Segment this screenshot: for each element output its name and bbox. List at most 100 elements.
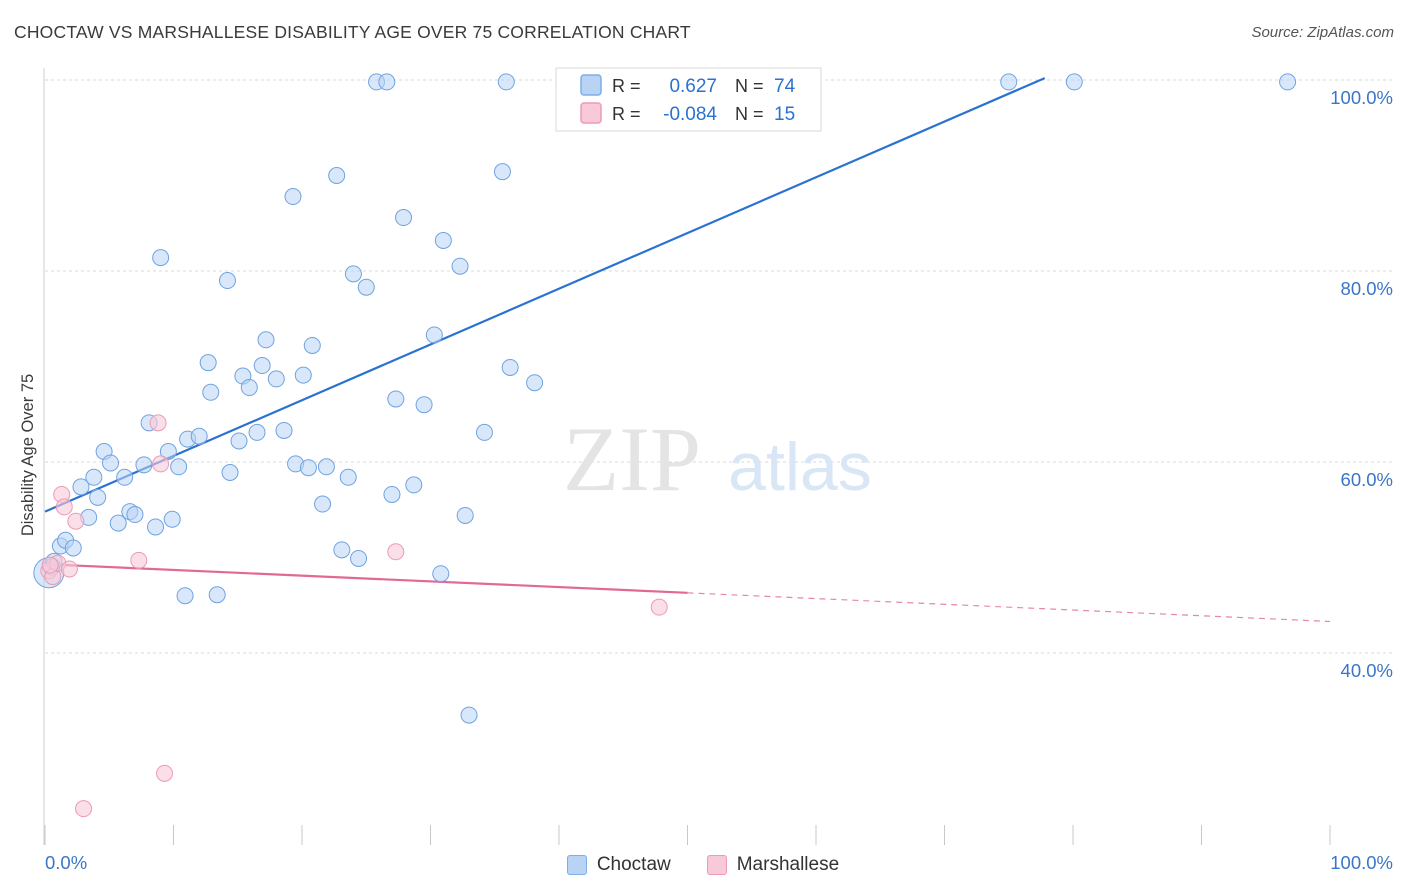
data-point-choctaw <box>303 336 321 354</box>
data-point-choctaw <box>240 379 258 397</box>
data-point-choctaw <box>135 456 153 474</box>
data-point-choctaw <box>383 485 401 503</box>
source-note: Source: ZipAtlas.com <box>1251 24 1394 41</box>
data-point-choctaw <box>526 374 544 392</box>
legend-n-value-marshallese: 15 <box>774 104 795 125</box>
data-point-choctaw <box>357 278 375 296</box>
legend-label-marshallese: Marshallese <box>736 854 840 875</box>
legend-top: R = 0.627 N = 74 R = -0.084 N = 15 <box>555 67 822 132</box>
data-point-choctaw <box>170 458 188 476</box>
legend-swatch-choctaw <box>580 74 602 96</box>
data-point-marshallese <box>55 498 73 516</box>
data-point-marshallese <box>650 598 668 616</box>
data-point-choctaw <box>163 510 181 528</box>
data-point-choctaw <box>415 396 433 414</box>
data-point-choctaw <box>72 478 90 496</box>
data-point-choctaw <box>299 459 317 477</box>
data-point-choctaw <box>317 458 335 476</box>
data-point-choctaw <box>89 488 107 506</box>
legend-r-value-choctaw: 0.627 <box>669 76 717 97</box>
data-point-choctaw <box>152 249 170 267</box>
data-point-choctaw <box>387 390 405 408</box>
data-point-choctaw <box>202 383 220 401</box>
marshallese-points <box>40 414 668 818</box>
data-point-choctaw <box>497 73 515 91</box>
data-point-choctaw <box>275 421 293 439</box>
data-point-choctaw <box>339 468 357 486</box>
data-point-choctaw <box>405 476 423 494</box>
data-point-choctaw <box>176 587 194 605</box>
data-point-choctaw <box>230 432 248 450</box>
data-point-marshallese <box>130 551 148 569</box>
data-point-choctaw <box>333 541 351 559</box>
data-point-choctaw <box>102 454 120 472</box>
legend-r-label-marshallese: R = <box>612 104 641 124</box>
data-point-choctaw <box>1065 73 1083 91</box>
data-point-choctaw <box>284 188 302 206</box>
legend-r-value-marshallese: -0.084 <box>663 104 717 125</box>
y-tick-labels: 40.0% 60.0% 80.0% 100.0% <box>1330 87 1393 681</box>
data-point-marshallese <box>387 543 405 561</box>
legend-item-marshallese: Marshallese <box>706 854 840 876</box>
legend-item-choctaw: Choctaw <box>566 854 671 876</box>
legend-n-label-marshallese: N = <box>735 104 764 124</box>
data-point-choctaw <box>344 265 362 283</box>
data-point-choctaw <box>218 272 236 290</box>
x-tick-label: 100.0% <box>1330 852 1393 873</box>
y-tick-label: 40.0% <box>1341 660 1393 681</box>
data-point-choctaw <box>199 354 217 372</box>
chart-title: CHOCTAW VS MARSHALLESE DISABILITY AGE OV… <box>14 22 691 42</box>
data-point-choctaw <box>460 706 478 724</box>
data-point-choctaw <box>85 468 103 486</box>
x-tick-labels: 0.0% 100.0% <box>45 852 1393 873</box>
legend-n-label-choctaw: N = <box>735 76 764 96</box>
gridlines <box>45 79 1395 654</box>
y-tick-label: 60.0% <box>1341 469 1393 490</box>
legend-swatch-marshallese-bottom <box>706 855 727 875</box>
data-point-choctaw <box>314 495 332 513</box>
data-point-choctaw <box>1279 73 1297 91</box>
data-point-choctaw <box>425 326 443 344</box>
data-point-marshallese <box>152 455 170 473</box>
x-tick-label: 0.0% <box>45 852 87 873</box>
data-point-choctaw <box>456 506 474 524</box>
data-point-marshallese <box>41 556 59 574</box>
data-point-marshallese <box>75 800 93 818</box>
data-point-choctaw <box>432 565 450 583</box>
trend-lines <box>44 77 1331 623</box>
watermark-atlas: atlas <box>728 429 872 505</box>
legend-swatch-choctaw-bottom <box>566 855 587 875</box>
data-point-marshallese <box>67 512 85 530</box>
data-point-choctaw <box>159 442 177 460</box>
legend-n-value-choctaw: 74 <box>774 76 796 97</box>
data-point-choctaw <box>475 423 493 441</box>
data-point-choctaw <box>328 167 346 184</box>
watermark: ZIP atlas <box>563 408 872 510</box>
choctaw-points <box>33 73 1297 724</box>
data-point-choctaw <box>116 468 134 486</box>
trend-line-marshallese <box>44 563 688 594</box>
data-point-choctaw <box>253 357 271 375</box>
watermark-zip: ZIP <box>563 408 701 510</box>
data-point-choctaw <box>294 366 312 384</box>
data-point-choctaw <box>109 514 127 532</box>
data-point-choctaw <box>1000 73 1018 91</box>
data-point-choctaw <box>451 257 469 275</box>
legend-r-label-choctaw: R = <box>612 76 641 96</box>
trend-line-marshallese-extension <box>687 592 1331 623</box>
data-point-choctaw <box>434 231 452 249</box>
data-point-choctaw <box>378 73 396 91</box>
y-axis-label: Disability Age Over 75 <box>19 374 37 536</box>
data-point-choctaw <box>493 163 511 181</box>
data-point-choctaw <box>126 506 144 524</box>
y-tick-label: 100.0% <box>1330 87 1393 108</box>
legend-label-choctaw: Choctaw <box>596 854 671 875</box>
y-tick-label: 80.0% <box>1341 278 1393 299</box>
data-point-choctaw <box>350 549 368 567</box>
data-point-marshallese <box>60 560 78 578</box>
data-point-choctaw <box>221 464 239 482</box>
trend-line-choctaw <box>44 77 1046 513</box>
data-point-marshallese <box>156 764 174 782</box>
data-point-choctaw <box>190 427 208 445</box>
